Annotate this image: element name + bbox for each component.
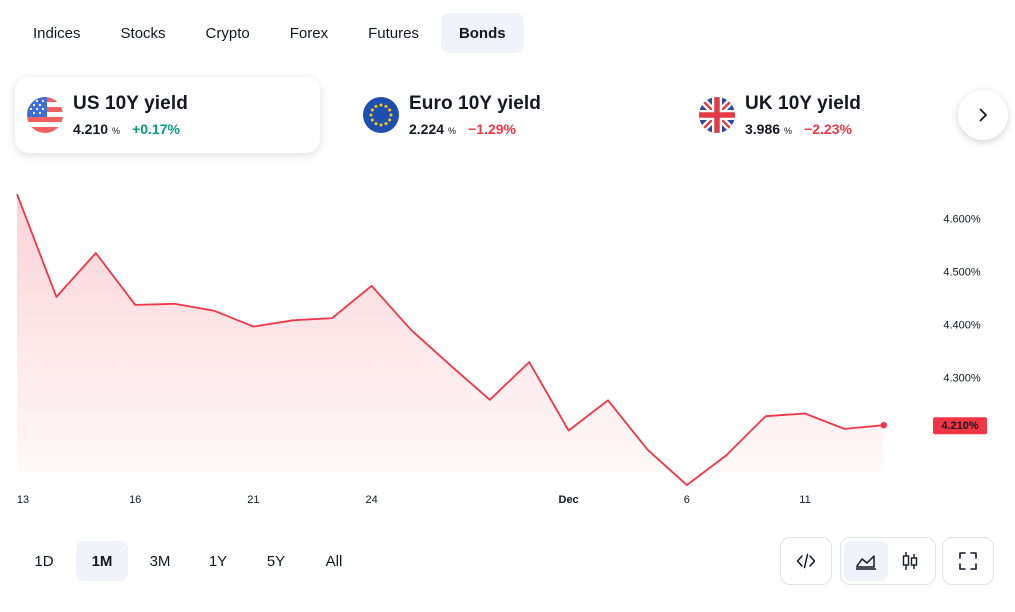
card-text: Euro 10Y yield 2.224 % −1.29% bbox=[409, 93, 541, 137]
symbol-price: 2.224 bbox=[409, 121, 445, 137]
range-selector: 1D 1M 3M 1Y 5Y All bbox=[18, 541, 360, 581]
yield-chart[interactable]: 4.600% 4.500% 4.400% 4.300% 4.210% 13 16 21 24 D… bbox=[0, 160, 1015, 520]
tab-futures[interactable]: Futures bbox=[368, 24, 419, 42]
x-tick-label: 13 bbox=[17, 494, 29, 506]
uk-flag-icon bbox=[699, 97, 735, 133]
range-5y[interactable]: 5Y bbox=[266, 552, 286, 570]
symbol-change: −1.29% bbox=[468, 121, 516, 137]
y-tick-label: 4.500% bbox=[943, 267, 981, 279]
fullscreen-group bbox=[942, 537, 994, 585]
y-tick-label: 4.300% bbox=[943, 373, 981, 385]
card-us-10y[interactable]: US 10Y yield 4.210 % +0.17% bbox=[15, 77, 320, 153]
tab-crypto[interactable]: Crypto bbox=[205, 24, 250, 42]
tab-bonds[interactable]: Bonds bbox=[440, 13, 524, 53]
tab-forex[interactable]: Forex bbox=[289, 24, 329, 42]
symbol-unit: % bbox=[784, 126, 793, 136]
symbol-values: 2.224 % −1.29% bbox=[409, 121, 541, 137]
y-tick-label: 4.600% bbox=[943, 214, 981, 226]
x-tick-label: 24 bbox=[365, 494, 377, 506]
area-fill bbox=[17, 194, 884, 486]
embed-group bbox=[780, 537, 832, 585]
range-1d[interactable]: 1D bbox=[34, 552, 54, 570]
symbol-name: Euro 10Y yield bbox=[409, 93, 541, 114]
symbol-change: −2.23% bbox=[804, 121, 852, 137]
range-1y[interactable]: 1Y bbox=[208, 552, 228, 570]
range-3m[interactable]: 3M bbox=[149, 552, 171, 570]
eu-flag-icon bbox=[363, 97, 399, 133]
x-tick-label: 16 bbox=[129, 494, 141, 506]
y-tick-label: 4.400% bbox=[943, 320, 981, 332]
us-flag-icon bbox=[27, 97, 63, 133]
candlestick-chart-button[interactable] bbox=[888, 541, 932, 581]
candlestick-chart-icon bbox=[902, 552, 918, 570]
next-cards-button[interactable] bbox=[958, 90, 1008, 140]
symbol-unit: % bbox=[448, 126, 457, 136]
symbol-values: 3.986 % −2.23% bbox=[745, 121, 861, 137]
fullscreen-icon bbox=[959, 552, 977, 570]
x-tick-label: 21 bbox=[247, 494, 259, 506]
range-all[interactable]: All bbox=[325, 552, 343, 570]
symbol-name: UK 10Y yield bbox=[745, 93, 861, 114]
chart-style-group bbox=[840, 537, 936, 585]
fullscreen-button[interactable] bbox=[946, 541, 990, 581]
last-value-badge bbox=[933, 417, 987, 435]
symbol-values: 4.210 % +0.17% bbox=[73, 121, 188, 137]
symbol-price: 3.986 bbox=[745, 121, 781, 137]
x-tick-label: Dec bbox=[559, 494, 579, 506]
card-text: US 10Y yield 4.210 % +0.17% bbox=[73, 93, 188, 137]
card-euro-10y[interactable]: Euro 10Y yield 2.224 % −1.29% bbox=[351, 77, 656, 153]
area-chart-button[interactable] bbox=[844, 541, 888, 581]
symbol-price: 4.210 bbox=[73, 121, 109, 137]
symbol-name: US 10Y yield bbox=[73, 93, 188, 114]
embed-button[interactable] bbox=[784, 541, 828, 581]
chevron-right-icon bbox=[979, 108, 987, 122]
range-1m[interactable]: 1M bbox=[76, 541, 128, 581]
last-value-label: 4.210% bbox=[941, 420, 979, 432]
code-embed-icon bbox=[796, 553, 816, 569]
area-chart-icon bbox=[856, 555, 876, 570]
symbol-change: +0.17% bbox=[132, 121, 180, 137]
symbol-cards: US 10Y yield 4.210 % +0.17% Euro 10Y yie… bbox=[15, 77, 1005, 155]
x-tick-label: 11 bbox=[799, 494, 810, 506]
tab-stocks[interactable]: Stocks bbox=[120, 24, 166, 42]
symbol-unit: % bbox=[112, 126, 121, 136]
category-tabs: Indices Stocks Crypto Forex Futures Bond… bbox=[15, 13, 524, 53]
x-tick-label: 6 bbox=[684, 494, 690, 506]
card-text: UK 10Y yield 3.986 % −2.23% bbox=[745, 93, 861, 137]
time-axis: 13 16 21 24 Dec 6 11 bbox=[17, 494, 811, 506]
plot-area bbox=[16, 193, 887, 487]
price-axis: 4.600% 4.500% 4.400% 4.300% 4.210% bbox=[933, 214, 987, 435]
tab-indices[interactable]: Indices bbox=[33, 24, 81, 42]
last-point bbox=[880, 422, 887, 429]
card-uk-10y[interactable]: UK 10Y yield 3.986 % −2.23% bbox=[687, 77, 992, 153]
